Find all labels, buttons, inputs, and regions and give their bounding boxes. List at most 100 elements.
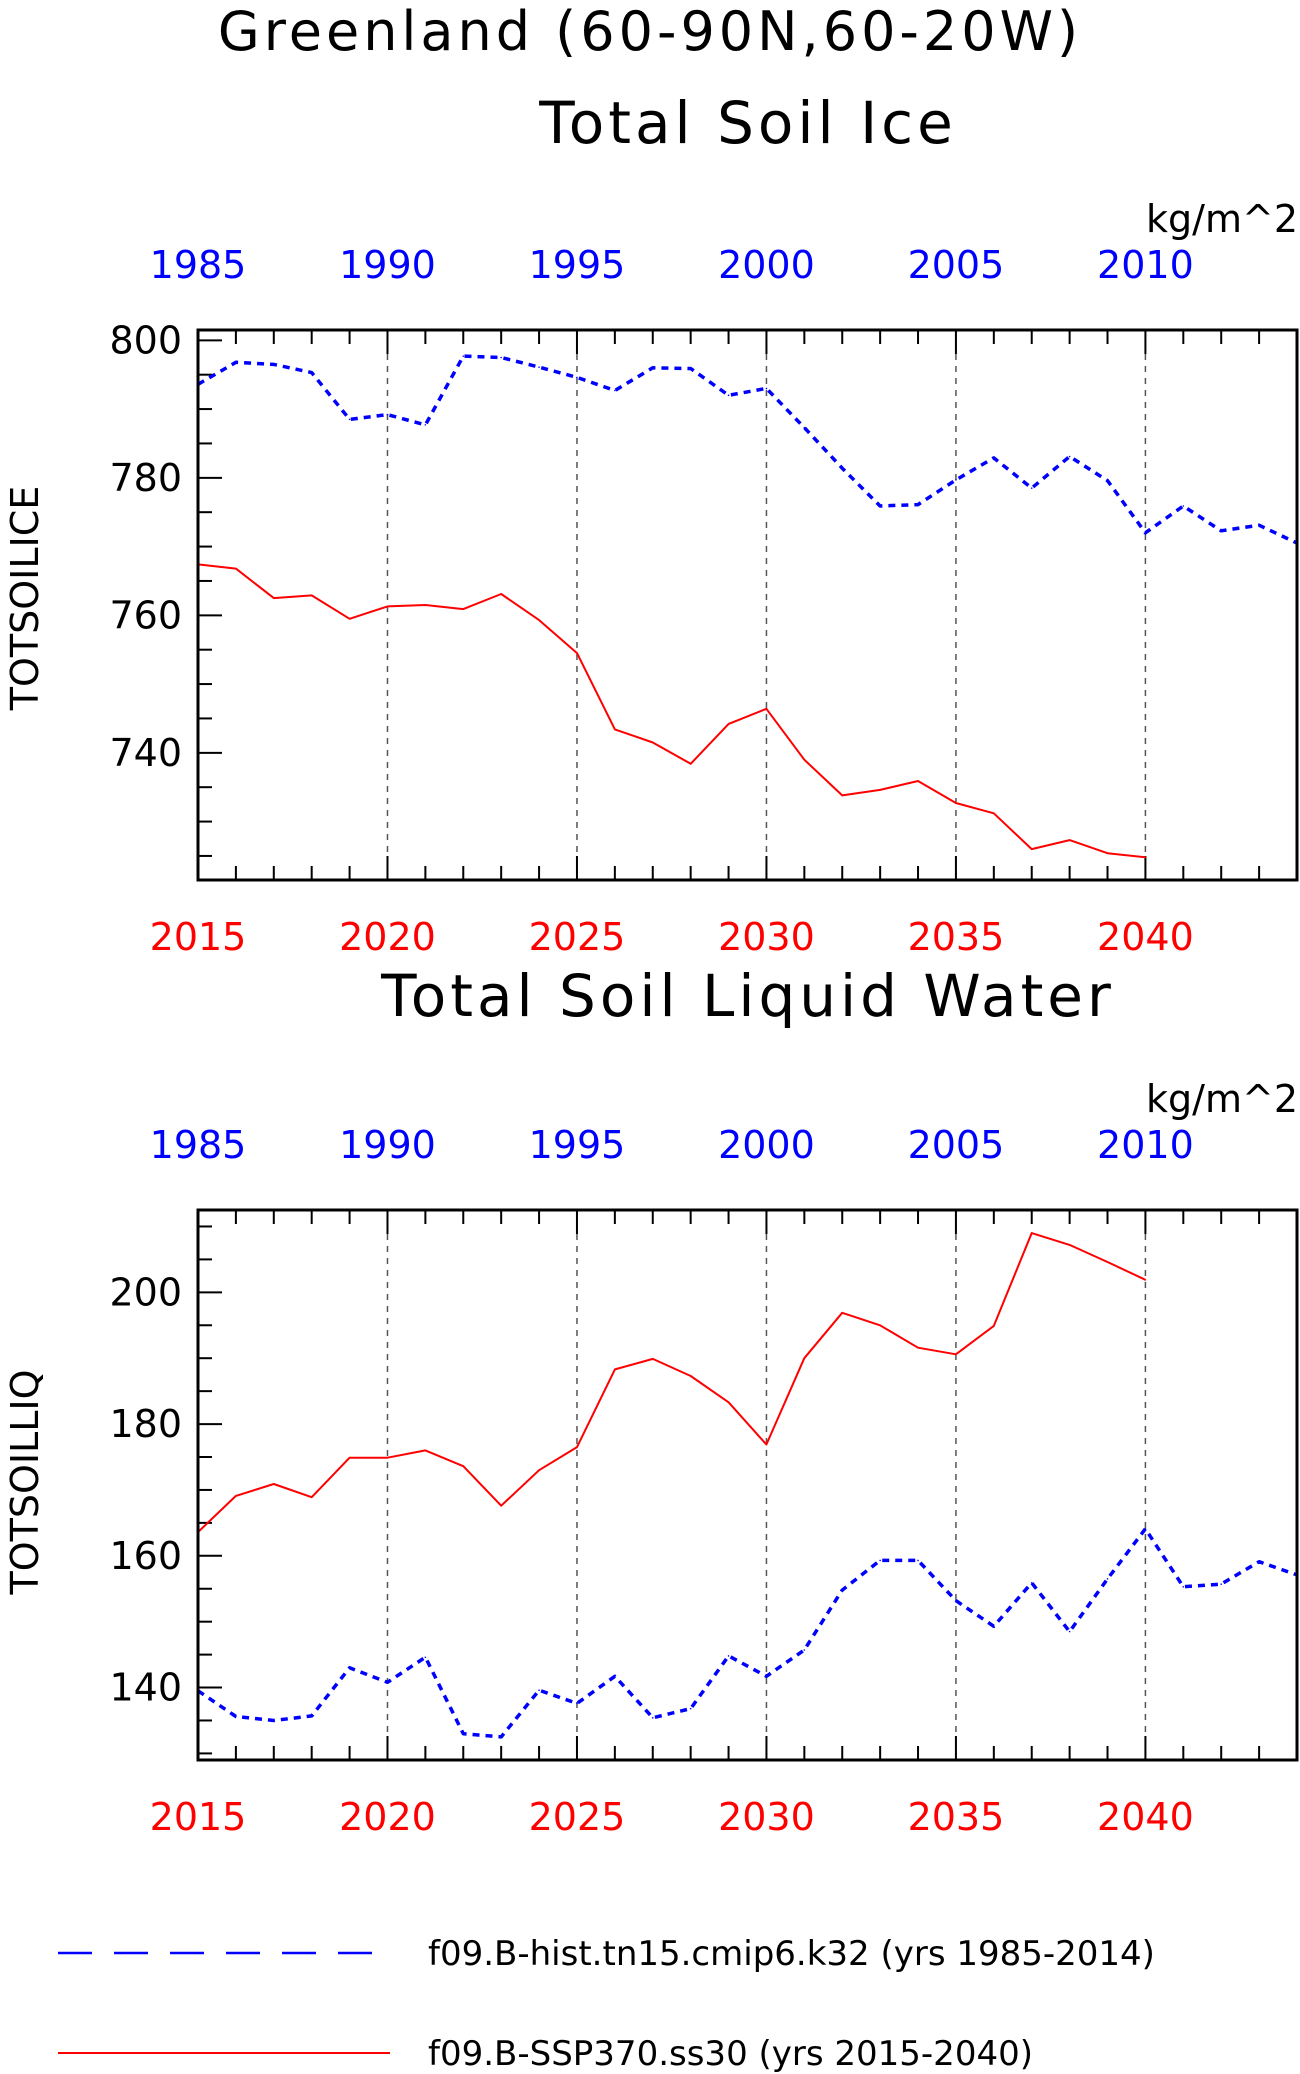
data-point: [765, 708, 768, 710]
data-point: [1106, 852, 1109, 854]
data-point: [841, 1311, 844, 1314]
panel-title-soil-liquid-water: Total Soil Liquid Water: [380, 962, 1115, 1030]
data-point: [1068, 1630, 1071, 1633]
data-point: [500, 1504, 502, 1507]
data-point: [500, 356, 502, 359]
data-point: [879, 789, 881, 791]
x-tick-label-bottom: 2035: [908, 1795, 1005, 1839]
data-point: [538, 1689, 540, 1691]
data-point: [386, 413, 389, 416]
plot-frame: [196, 328, 1299, 882]
y-tick-label: 740: [109, 731, 182, 775]
data-point: [689, 1375, 692, 1377]
data-point: [993, 1325, 995, 1327]
panel-total-soil-liquid-water: Total Soil Liquid Water kg/m^2 TOTSOILLI…: [3, 962, 1299, 1839]
data-point: [765, 1675, 768, 1678]
data-point: [235, 1715, 237, 1718]
x-tick-label-bottom: 2040: [1097, 1795, 1194, 1839]
data-point: [955, 802, 957, 804]
data-point: [614, 728, 616, 731]
x-tick-label-top: 1995: [529, 243, 626, 287]
data-point: [1258, 1560, 1260, 1563]
series-line-hist: [198, 354, 1297, 545]
data-point: [576, 652, 578, 654]
x-tick-label-bottom: 2040: [1097, 915, 1194, 959]
data-point: [348, 418, 351, 421]
data-point: [614, 1675, 616, 1678]
data-point: [841, 1589, 844, 1591]
data-point: [1220, 1583, 1223, 1585]
data-point: [424, 424, 427, 426]
data-point: [348, 617, 351, 620]
x-tick-label-top: 2010: [1097, 243, 1194, 287]
data-point: [576, 1446, 578, 1448]
data-point: [310, 371, 313, 374]
data-point: [1182, 1585, 1185, 1588]
series-layer: [198, 1232, 1297, 1739]
data-point: [1106, 479, 1109, 482]
y-tick-label: 160: [109, 1534, 182, 1578]
data-point: [235, 1495, 237, 1497]
data-point: [310, 594, 313, 597]
x-tick-label-bottom: 2020: [339, 915, 436, 959]
data-point: [955, 1599, 957, 1602]
data-point: [917, 1559, 919, 1562]
y-axis-label-soil-liquid: TOTSOILLIQ: [3, 1369, 47, 1595]
data-point: [765, 387, 768, 390]
data-point: [424, 604, 427, 606]
data-point: [917, 780, 919, 782]
series-line-hist: [198, 1527, 1297, 1739]
y-tick-label: 140: [109, 1666, 182, 1710]
y-tick-label: 800: [109, 318, 182, 362]
data-point: [1106, 1578, 1109, 1580]
y-tick-label: 760: [109, 593, 182, 637]
y-tick-label: 780: [109, 456, 182, 500]
data-point: [576, 376, 578, 379]
data-point: [803, 1649, 806, 1651]
data-point: [386, 1681, 389, 1684]
data-point: [235, 567, 237, 570]
data-point: [651, 1358, 654, 1360]
data-point: [727, 1655, 730, 1657]
data-point: [689, 763, 692, 765]
y-axis-label-soil-ice: TOTSOILICE: [3, 486, 47, 712]
plot-area-soil-liquid: 140 160 180 200 2015 2020 2025 2030 2035 2040 1985…: [109, 1123, 1299, 1839]
x-tick-label-bottom: 2020: [339, 1795, 436, 1839]
x-tick-label-bottom: 2025: [529, 1795, 626, 1839]
data-point: [538, 619, 540, 621]
data-point: [272, 363, 275, 366]
data-point: [500, 593, 502, 595]
series-line-ssp370: [198, 1232, 1146, 1533]
data-point: [1106, 1261, 1109, 1263]
legend-label-ssp: f09.B-SSP370.ss30 (yrs 2015-2040): [428, 2034, 1033, 2074]
data-point: [917, 1346, 919, 1349]
data-point: [386, 605, 389, 608]
panel-total-soil-ice: Total Soil Ice kg/m^2 TOTSOILICE 7407607…: [3, 89, 1299, 959]
data-point: [993, 812, 995, 815]
data-point: [955, 1353, 957, 1356]
data-point: [727, 1401, 730, 1404]
y-tick-label: 180: [109, 1402, 182, 1446]
legend: f09.B-hist.tn15.cmip6.k32 (yrs 1985-2014…: [58, 1934, 1155, 2074]
x-tick-label-top: 2005: [908, 243, 1005, 287]
data-point: [1030, 848, 1033, 850]
data-point: [879, 505, 881, 507]
data-point: [1258, 524, 1260, 527]
data-point: [993, 1625, 995, 1628]
x-tick-label-top: 2010: [1097, 1123, 1194, 1167]
data-point: [1068, 455, 1071, 458]
data-point: [727, 723, 730, 725]
x-tick-label-top: 1990: [339, 1123, 436, 1167]
data-point: [424, 1656, 427, 1659]
data-point: [272, 1719, 275, 1722]
data-point: [689, 1707, 692, 1710]
series-layer: [198, 354, 1297, 859]
data-point: [841, 794, 844, 797]
data-point: [348, 1666, 351, 1669]
x-tick-label-bottom: 2035: [908, 915, 1005, 959]
x-tick-label-bottom: 2015: [150, 1795, 247, 1839]
data-point: [879, 1559, 881, 1562]
data-point: [538, 1469, 540, 1471]
x-tick-label-bottom: 2015: [150, 915, 247, 959]
